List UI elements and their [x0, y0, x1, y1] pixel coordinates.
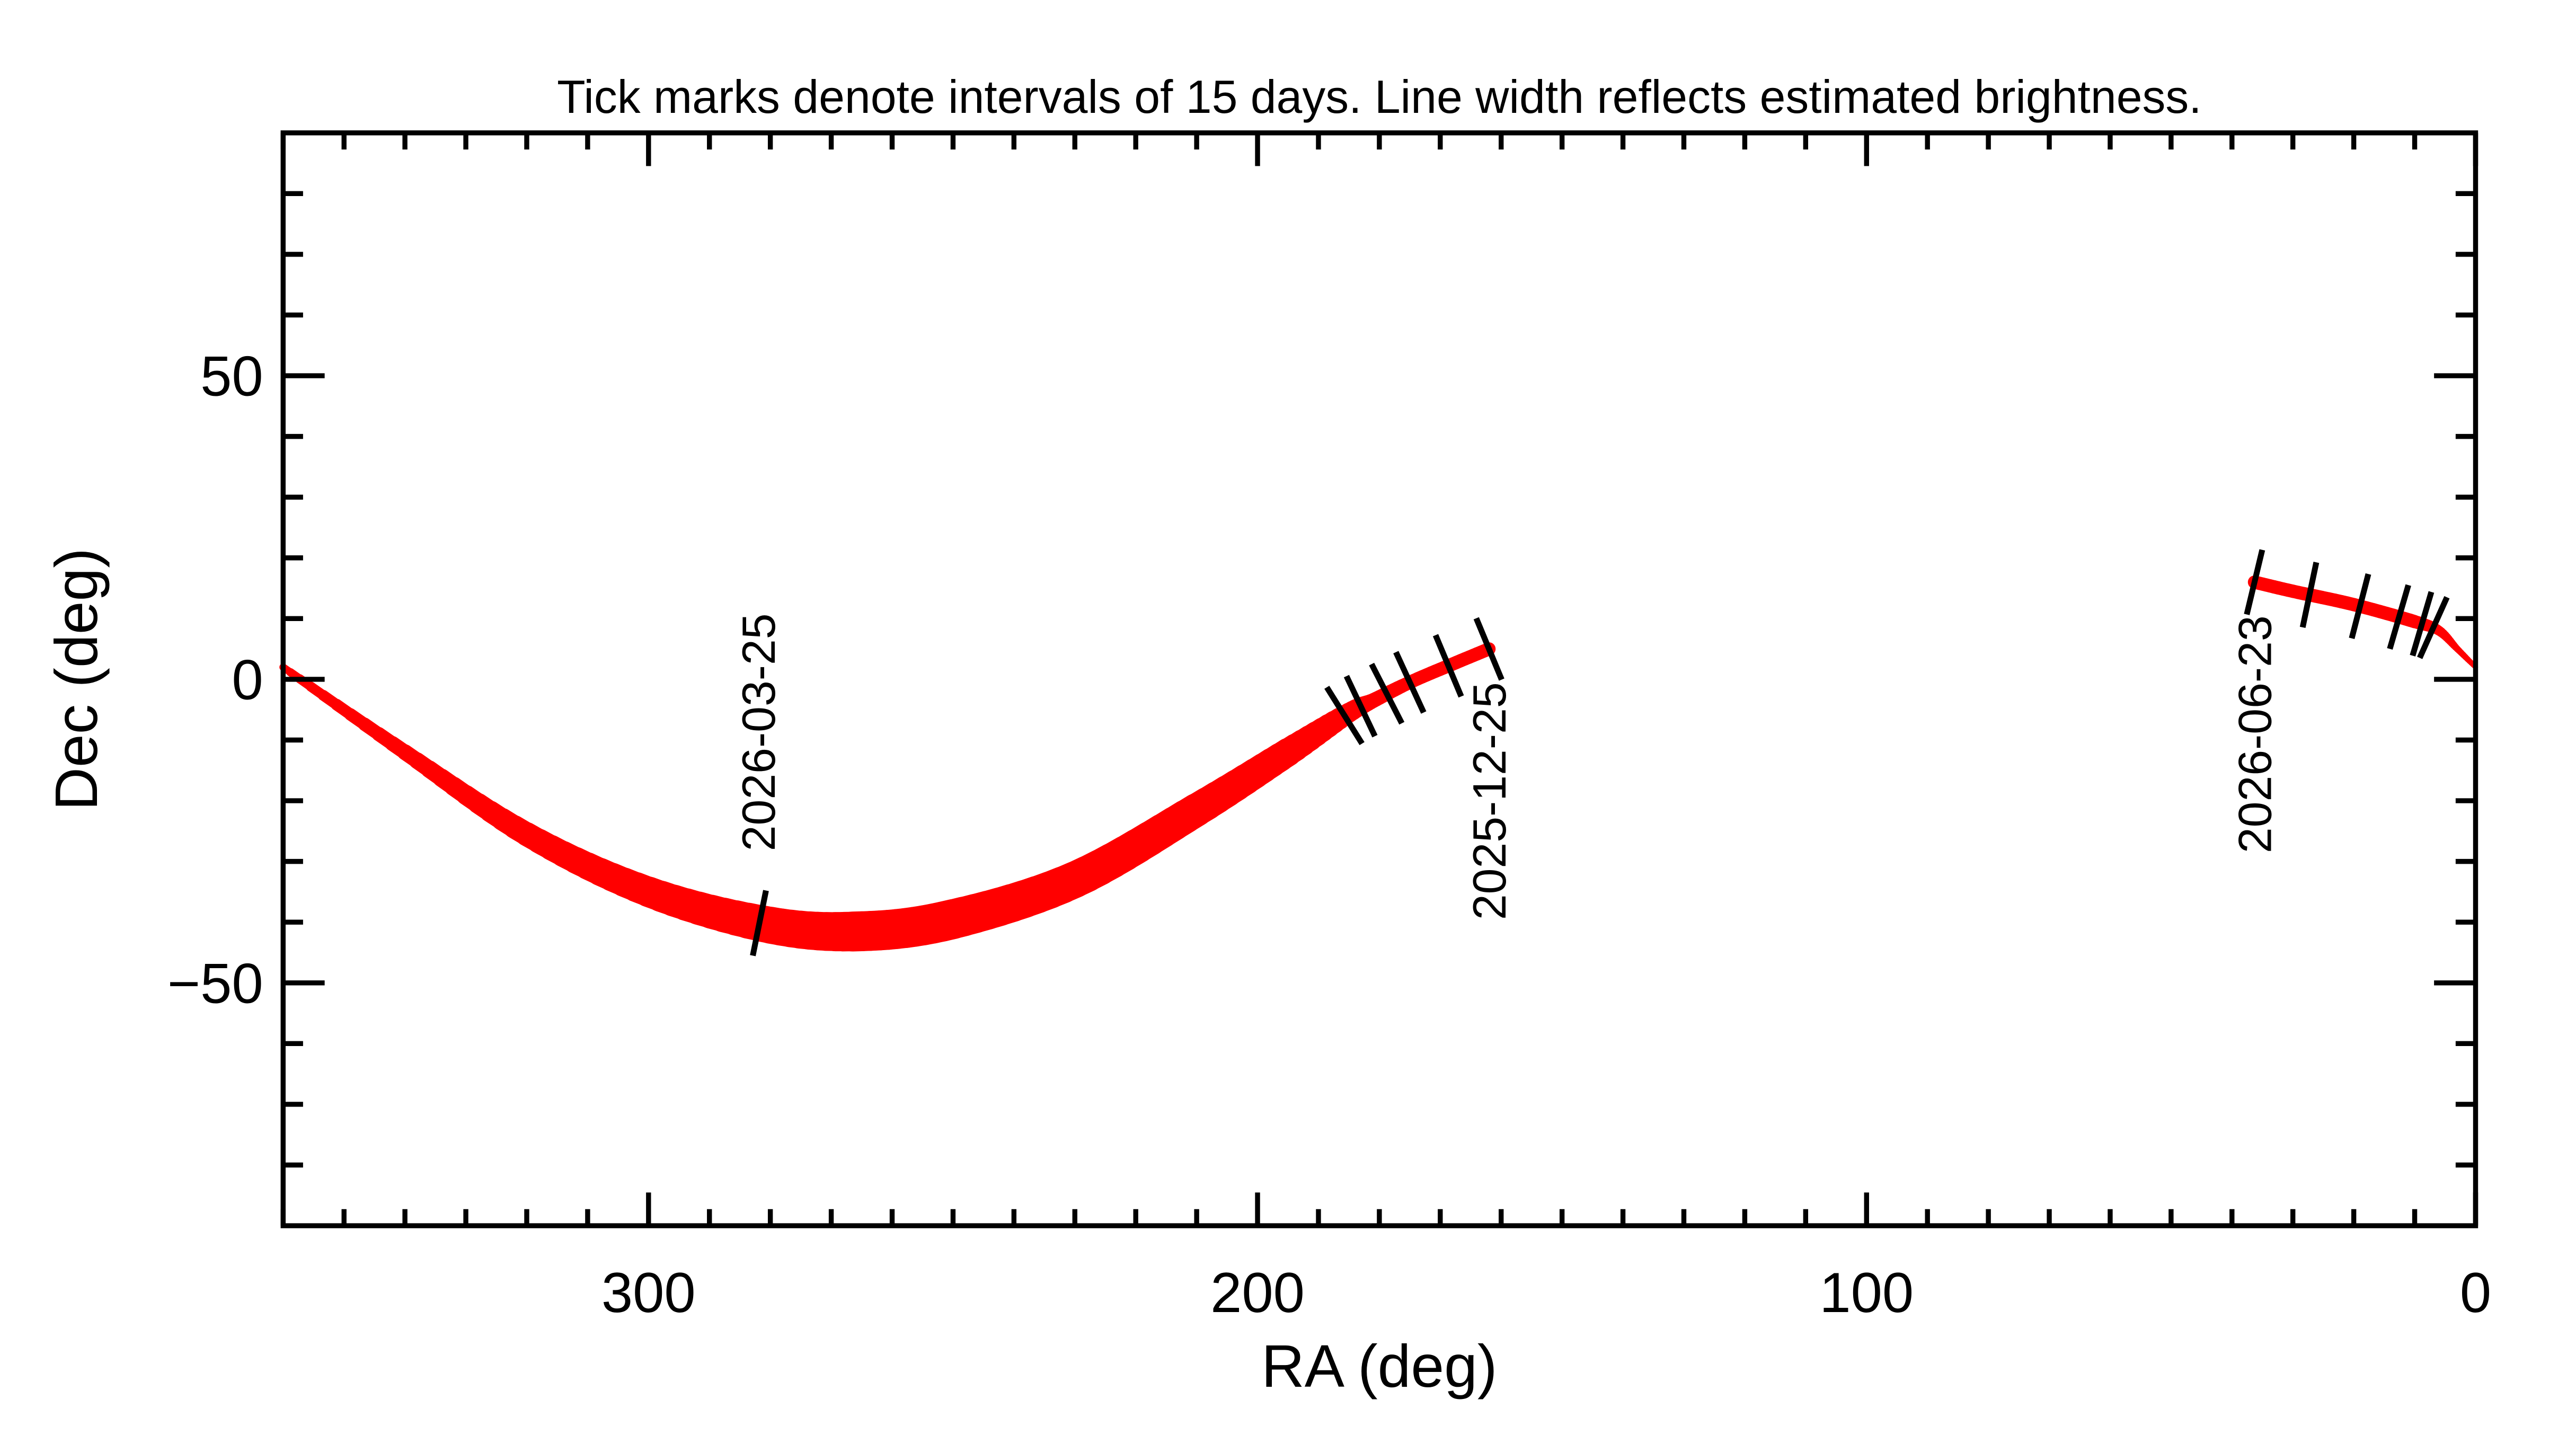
- date-tick-mark: [2349, 573, 2371, 640]
- date-tick-mark: [2387, 584, 2411, 650]
- date-tick-mark: [1432, 634, 1464, 698]
- date-tick-mark: [1369, 662, 1405, 725]
- x-tick-label: 200: [1210, 1261, 1305, 1324]
- plot-frame: [280, 130, 2478, 1228]
- date-tick-mark: [1393, 651, 1427, 714]
- y-axis-label: Dec (deg): [43, 548, 110, 810]
- y-tick-label: −50: [167, 952, 263, 1015]
- date-tick-mark: [2410, 591, 2435, 657]
- x-tick-label: 300: [601, 1261, 696, 1324]
- date-label: 2026-06-23: [2229, 615, 2281, 853]
- x-tick-label: 100: [1819, 1261, 1914, 1324]
- axes-layer: 300 200 100 0 50 0 −50: [167, 132, 2491, 1324]
- date-tick-mark: [1343, 675, 1378, 738]
- y-tick-label: 0: [232, 649, 263, 712]
- date-tick-mark: [2244, 549, 2265, 615]
- y-tick-label: 50: [200, 345, 263, 408]
- date-tick-mark: [2417, 596, 2450, 659]
- date-label: 2025-12-25: [1464, 682, 1516, 920]
- date-tick-mark: [1473, 617, 1504, 681]
- x-axis-label: RA (deg): [1261, 1333, 1497, 1399]
- date-tick-mark: [1324, 686, 1365, 746]
- date-tick-mark: [750, 890, 769, 956]
- x-tick-label: 0: [2460, 1261, 2491, 1324]
- trajectory-layer: 2026-03-25 2025-12-25 2026-06-23: [279, 549, 2478, 956]
- date-label: 2026-03-25: [733, 613, 785, 851]
- date-tick-mark: [2299, 562, 2320, 628]
- chart-title: Tick marks denote intervals of 15 days. …: [557, 71, 2202, 123]
